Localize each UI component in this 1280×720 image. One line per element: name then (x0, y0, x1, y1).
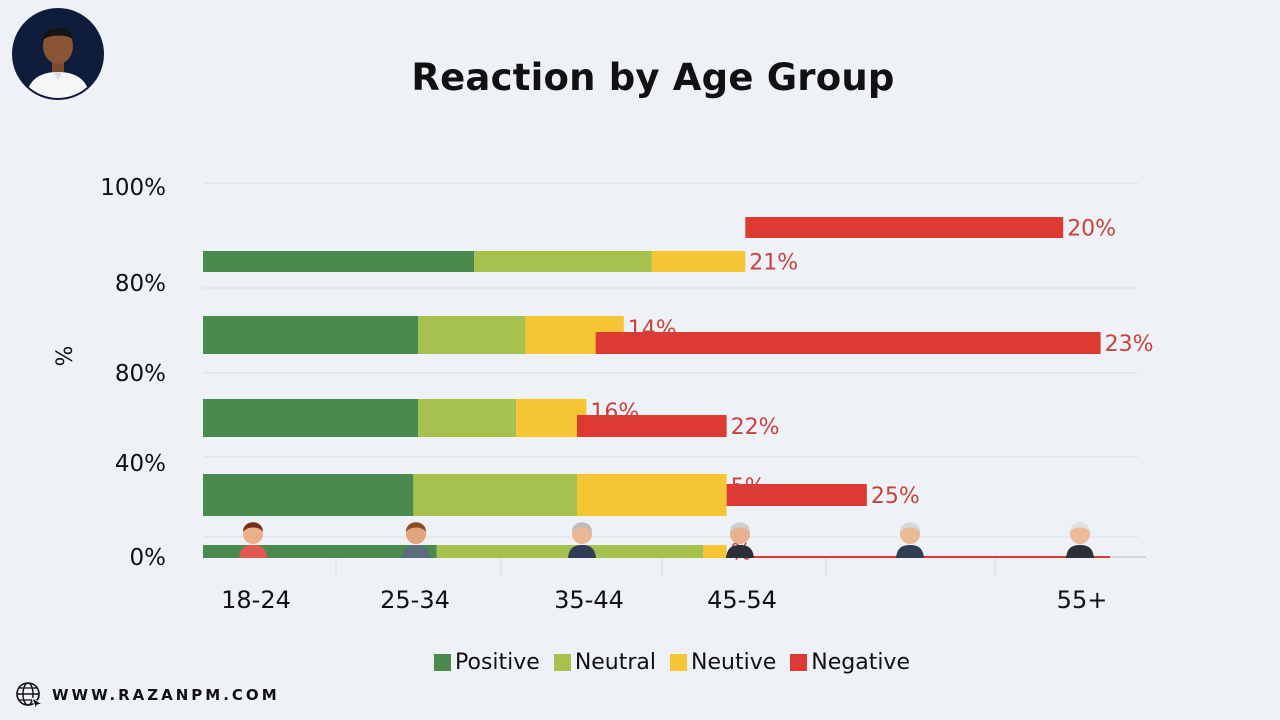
bar-positive (203, 399, 419, 437)
x-tick-label: 25-34 (380, 586, 450, 614)
legend-swatch (434, 654, 451, 671)
data-label: 25% (871, 484, 920, 509)
y-tick-label: 0% (130, 545, 167, 571)
data-label: 21% (749, 251, 798, 276)
y-tick-label: 80% (115, 271, 166, 297)
x-tick-label: 55+ (1057, 586, 1108, 614)
bar-negative (726, 484, 867, 506)
bar-positive (203, 251, 475, 272)
person-icons (239, 522, 1094, 558)
legend-swatch (553, 654, 571, 671)
bar-neutive (703, 545, 727, 558)
bar-neutral (418, 399, 517, 437)
person-icon (1066, 522, 1094, 558)
y-tick-label: 100% (100, 175, 166, 201)
x-tick-label: 18-24 (221, 586, 291, 614)
person-icon (726, 522, 754, 558)
y-tick-label: 80% (115, 361, 166, 387)
legend-swatch (790, 654, 808, 671)
person-icon (239, 522, 267, 558)
data-label: 20% (1067, 217, 1116, 242)
data-label: 5% (731, 475, 766, 500)
footer: WWW.RAZANPM.COM (14, 680, 280, 710)
bar-negative (745, 217, 1064, 238)
bar-positive (203, 316, 419, 354)
bar-positive (203, 545, 437, 558)
bar-positive (203, 474, 414, 516)
bar-neutral (413, 474, 577, 516)
bar-neutral (418, 316, 526, 354)
grid-lines (203, 182, 1146, 575)
x-tick-labels: 18-24 25-34 35-44 45-54 55+ (221, 586, 1107, 614)
legend: Positive Neutral Neutive Negative (434, 650, 910, 675)
legend-item-negative: Negative (790, 650, 910, 675)
bar-neutral (474, 251, 652, 272)
data-label: 23% (1105, 332, 1154, 357)
x-tick-label: 35-44 (554, 586, 624, 614)
data-label: 16% (590, 400, 639, 425)
bar-negative (595, 332, 1101, 354)
author-avatar (14, 10, 102, 98)
footer-url: WWW.RAZANPM.COM (52, 686, 280, 704)
data-label: 22% (731, 415, 780, 440)
y-tick-labels: 100% 80% 80% 40% 0% (100, 175, 166, 571)
bar-neutive (651, 251, 746, 272)
data-label: 14% (628, 317, 677, 342)
bars (203, 217, 1110, 558)
bar-neutive (577, 474, 727, 516)
bar-negative (577, 415, 727, 437)
legend-item-neutive: Neutive (670, 650, 776, 675)
data-labels: 21%20%14%23%16%22%5%25%% (590, 217, 1153, 566)
legend-item-positive: Positive (434, 650, 540, 675)
globe-icon (16, 682, 44, 710)
legend-label: Neutive (691, 650, 777, 675)
y-tick-label: 40% (115, 451, 166, 477)
legend-label: Neutral (574, 650, 657, 675)
legend-item-neutral: Neutral (553, 650, 657, 675)
legend-swatch (670, 654, 688, 671)
chart-title: Reaction by Age Group (411, 56, 895, 99)
person-icon (402, 522, 430, 558)
legend-label: Positive (455, 650, 540, 675)
x-tick-label: 45-54 (707, 586, 777, 614)
bar-neutive (516, 399, 587, 437)
person-icon (896, 522, 924, 558)
person-icon (568, 522, 596, 558)
person-photo-icon (14, 10, 102, 98)
legend-label: Negative (811, 650, 910, 675)
